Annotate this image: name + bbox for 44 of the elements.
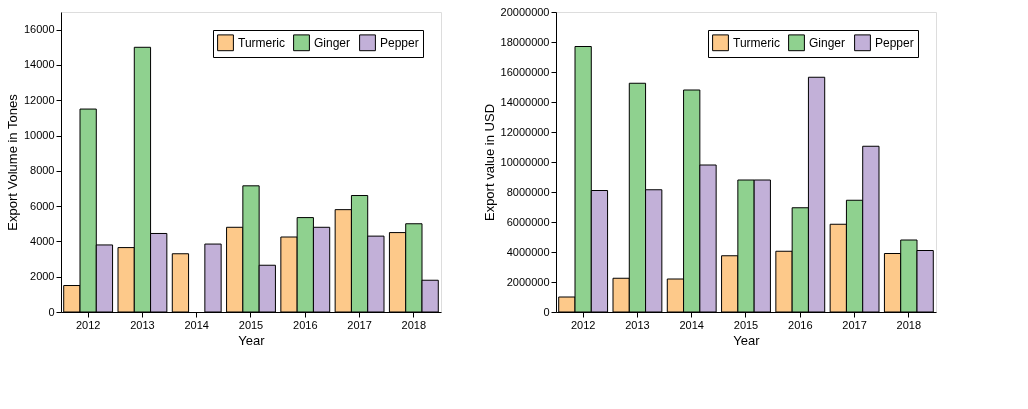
x-tick-label: 2016: [293, 318, 318, 331]
y-tick-label: 0: [543, 305, 550, 318]
y-tick-label: 16000000: [500, 65, 550, 78]
y-tick-label: 2000000: [506, 275, 550, 288]
y-tick-label: 12000000: [500, 125, 550, 138]
y-axis-title: Export value in USD: [481, 103, 497, 222]
x-tick-label: 2016: [788, 318, 813, 331]
y-tick-label: 20000000: [500, 5, 550, 18]
x-tick-label: 2014: [184, 318, 209, 331]
x-tick-label: 2012: [75, 318, 101, 331]
x-tick-label: 2018: [896, 318, 922, 331]
x-tick-label: 2015: [238, 318, 264, 331]
x-tick-label: 2017: [347, 318, 372, 331]
legend-label: Ginger: [314, 35, 351, 50]
x-tick-label: 2012: [570, 318, 596, 331]
y-tick-label: 14000000: [500, 95, 550, 108]
x-tick-label: 2017: [842, 318, 867, 331]
legend-label: Turmeric: [733, 35, 780, 50]
legend-label: Ginger: [809, 35, 846, 50]
legend-label: Pepper: [380, 35, 419, 50]
y-tick-label: 4000000: [506, 245, 550, 258]
y-tick-label: 6000000: [506, 215, 550, 228]
y-tick-label: 14000: [23, 58, 55, 71]
y-tick-label: 8000000: [506, 185, 550, 198]
x-axis-title: Year: [238, 332, 266, 348]
y-tick-label: 2000: [30, 270, 55, 283]
y-tick-label: 10000000: [500, 155, 550, 168]
y-tick-label: 8000: [30, 164, 55, 177]
x-tick-label: 2015: [733, 318, 759, 331]
y-tick-label: 4000: [30, 234, 55, 247]
x-tick-label: 2013: [130, 318, 155, 331]
x-tick-label: 2013: [625, 318, 650, 331]
x-tick-label: 2018: [401, 318, 427, 331]
legend-label: Turmeric: [238, 35, 285, 50]
y-tick-label: 0: [48, 305, 55, 318]
y-axis-title: Export Volume in Tones: [4, 93, 20, 231]
y-tick-label: 12000: [23, 93, 55, 106]
x-tick-label: 2014: [679, 318, 704, 331]
x-axis-title: Year: [733, 332, 761, 348]
y-tick-label: 6000: [30, 199, 55, 212]
y-tick-label: 16000: [23, 23, 55, 36]
y-tick-label: 10000: [23, 129, 55, 142]
y-tick-label: 18000000: [500, 35, 550, 48]
legend-label: Pepper: [875, 35, 914, 50]
